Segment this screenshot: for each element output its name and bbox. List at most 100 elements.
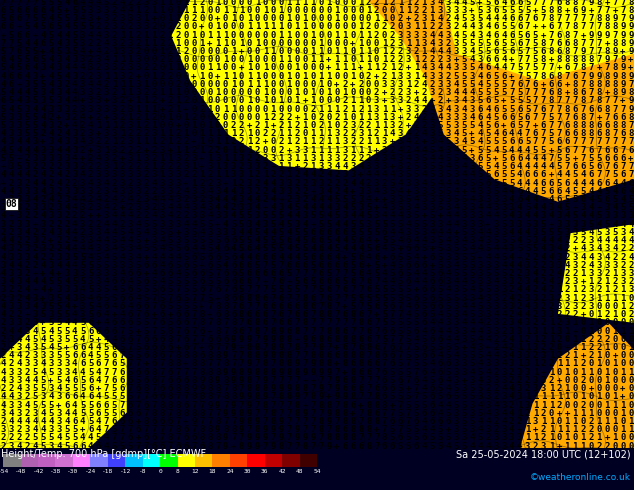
Text: 4: 4 bbox=[231, 187, 236, 196]
Text: 1: 1 bbox=[382, 0, 387, 7]
Text: 8: 8 bbox=[597, 88, 602, 97]
Text: 1: 1 bbox=[143, 39, 149, 48]
Text: 1: 1 bbox=[548, 425, 554, 434]
Text: 7: 7 bbox=[390, 335, 395, 344]
Text: 8: 8 bbox=[271, 368, 276, 377]
Text: 4: 4 bbox=[477, 335, 482, 344]
Text: 4: 4 bbox=[485, 212, 491, 220]
Text: 8: 8 bbox=[604, 23, 610, 31]
Text: 3: 3 bbox=[48, 104, 53, 114]
Text: 5: 5 bbox=[597, 195, 602, 204]
Text: 6: 6 bbox=[493, 23, 498, 31]
Text: 5: 5 bbox=[40, 14, 46, 23]
Text: 0: 0 bbox=[207, 138, 212, 147]
Text: 0: 0 bbox=[247, 88, 252, 97]
Text: 2: 2 bbox=[573, 236, 578, 245]
Text: 2: 2 bbox=[40, 129, 46, 138]
Text: 4: 4 bbox=[413, 277, 419, 286]
Text: 3: 3 bbox=[374, 104, 379, 114]
Text: 2: 2 bbox=[437, 97, 443, 105]
Text: 4: 4 bbox=[1, 236, 6, 245]
Text: +: + bbox=[565, 88, 570, 97]
Text: 3: 3 bbox=[262, 220, 268, 229]
Text: 4: 4 bbox=[183, 187, 188, 196]
Text: 4: 4 bbox=[32, 425, 37, 434]
Text: 3: 3 bbox=[398, 129, 403, 138]
Text: 3: 3 bbox=[104, 129, 109, 138]
Bar bbox=[3, 454, 20, 467]
Text: 3: 3 bbox=[96, 171, 101, 179]
Text: 0: 0 bbox=[350, 88, 356, 97]
Text: 3: 3 bbox=[413, 104, 419, 114]
Text: 1: 1 bbox=[310, 30, 316, 40]
Text: 3: 3 bbox=[462, 368, 467, 377]
Text: 7: 7 bbox=[262, 409, 268, 418]
Text: 2: 2 bbox=[358, 121, 363, 130]
Text: 7: 7 bbox=[588, 138, 594, 147]
Text: 6: 6 bbox=[557, 80, 562, 89]
Text: 6: 6 bbox=[199, 286, 205, 294]
Text: 6: 6 bbox=[390, 351, 395, 360]
Text: 4: 4 bbox=[24, 171, 30, 179]
Text: 6: 6 bbox=[310, 294, 316, 303]
Text: 5: 5 bbox=[604, 187, 610, 196]
Text: 6: 6 bbox=[112, 277, 117, 286]
Text: +: + bbox=[327, 64, 332, 73]
Text: 8: 8 bbox=[620, 39, 626, 48]
Text: 0: 0 bbox=[358, 6, 363, 15]
Text: 3: 3 bbox=[413, 30, 419, 40]
Text: 3: 3 bbox=[382, 80, 387, 89]
Text: 3: 3 bbox=[112, 39, 117, 48]
Text: 1: 1 bbox=[239, 6, 244, 15]
Text: 5: 5 bbox=[413, 310, 419, 319]
Text: 5: 5 bbox=[462, 425, 467, 434]
Text: 4: 4 bbox=[24, 376, 30, 385]
Text: 0: 0 bbox=[271, 146, 276, 155]
Text: 7: 7 bbox=[533, 88, 538, 97]
Text: 3: 3 bbox=[223, 228, 228, 237]
Text: 4: 4 bbox=[255, 245, 260, 253]
Text: 5: 5 bbox=[501, 178, 507, 188]
Text: 4: 4 bbox=[175, 252, 181, 262]
Text: 6: 6 bbox=[120, 384, 125, 393]
Text: 7: 7 bbox=[557, 23, 562, 31]
Text: 9: 9 bbox=[294, 359, 300, 368]
Text: 3: 3 bbox=[40, 220, 46, 229]
Text: 5: 5 bbox=[40, 326, 46, 336]
Text: 7: 7 bbox=[366, 433, 372, 442]
Bar bbox=[20, 454, 38, 467]
Text: 6: 6 bbox=[509, 113, 514, 122]
Text: 2: 2 bbox=[588, 425, 594, 434]
Text: 2: 2 bbox=[565, 351, 570, 360]
Text: 5: 5 bbox=[462, 417, 467, 426]
Text: +: + bbox=[294, 162, 300, 171]
Text: 0: 0 bbox=[628, 433, 633, 442]
Text: 2: 2 bbox=[271, 129, 276, 138]
Text: 5: 5 bbox=[462, 39, 467, 48]
Text: 8: 8 bbox=[231, 318, 236, 327]
Text: 4: 4 bbox=[342, 187, 347, 196]
Text: 3: 3 bbox=[573, 302, 578, 311]
Text: 6: 6 bbox=[374, 302, 379, 311]
Text: 4: 4 bbox=[477, 236, 482, 245]
Text: 3: 3 bbox=[127, 104, 133, 114]
Text: 4: 4 bbox=[271, 178, 276, 188]
Text: 6: 6 bbox=[437, 269, 443, 278]
Text: 2: 2 bbox=[159, 39, 165, 48]
Text: 7: 7 bbox=[573, 14, 578, 23]
Text: +: + bbox=[96, 129, 101, 138]
Text: 0: 0 bbox=[342, 0, 347, 7]
Text: 3: 3 bbox=[453, 171, 459, 179]
Text: 7: 7 bbox=[120, 425, 125, 434]
Text: 0: 0 bbox=[247, 30, 252, 40]
Text: 4: 4 bbox=[231, 195, 236, 204]
Text: 6: 6 bbox=[358, 269, 363, 278]
Text: 9: 9 bbox=[327, 417, 332, 426]
Text: 6: 6 bbox=[565, 178, 570, 188]
Text: 7: 7 bbox=[604, 97, 610, 105]
Text: 8: 8 bbox=[318, 359, 324, 368]
Text: 5: 5 bbox=[334, 212, 340, 220]
Text: +: + bbox=[215, 72, 221, 81]
Text: 3: 3 bbox=[112, 269, 117, 278]
Text: 3: 3 bbox=[223, 162, 228, 171]
